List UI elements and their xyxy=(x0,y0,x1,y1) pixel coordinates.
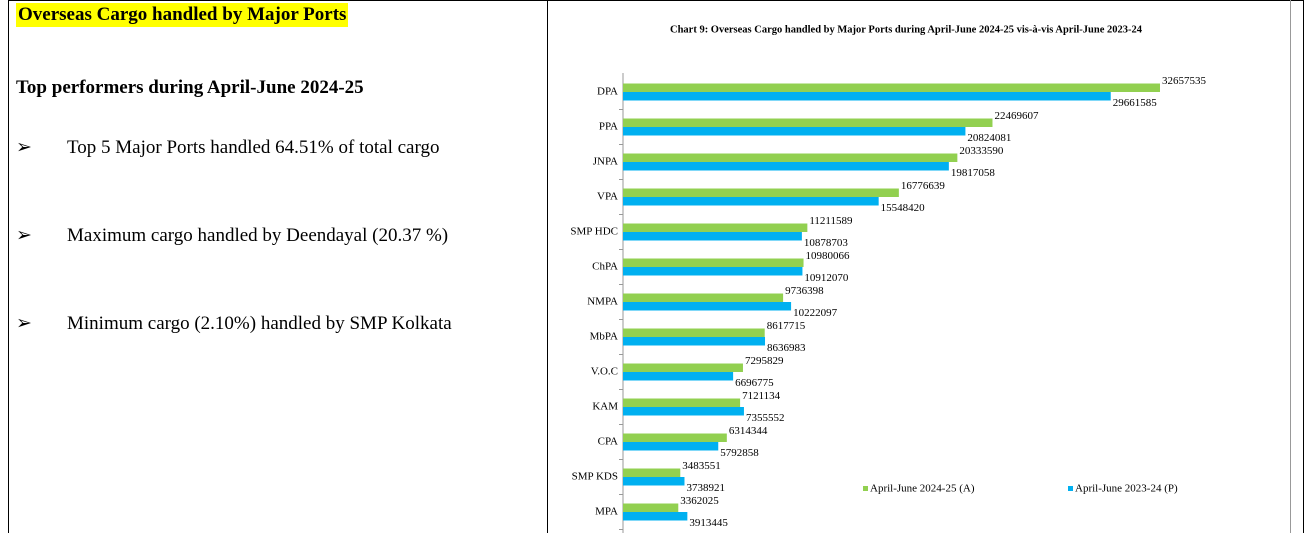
bar xyxy=(623,512,688,521)
bullet: ➢ Maximum cargo handled by Deendayal (20.… xyxy=(16,225,521,247)
value-label: 16776639 xyxy=(901,180,946,192)
value-label: 7121134 xyxy=(742,390,781,402)
bar xyxy=(623,83,1160,92)
category-label: VPA xyxy=(597,191,618,203)
value-label: 20333590 xyxy=(959,145,1004,157)
category-label: CPA xyxy=(598,436,618,448)
bar xyxy=(623,92,1111,101)
value-label: 6314344 xyxy=(729,425,768,437)
value-label: 8636983 xyxy=(767,342,806,354)
bullet-text: Maximum cargo handled by Deendayal (20.3… xyxy=(67,225,449,246)
bar xyxy=(623,267,803,276)
value-label: 6696775 xyxy=(735,377,774,389)
chart: Chart 9: Overseas Cargo handled by Major… xyxy=(570,24,1207,533)
value-label: 9736398 xyxy=(785,285,824,297)
category-label: MPA xyxy=(595,506,618,518)
section-title: Overseas Cargo handled by Major Ports xyxy=(16,3,349,27)
category-label: DPA xyxy=(597,86,618,98)
category-label: KAM xyxy=(592,401,618,413)
bar xyxy=(623,258,804,267)
bar xyxy=(623,398,741,407)
value-label: 10878703 xyxy=(804,237,849,249)
chart-title: Chart 9: Overseas Cargo handled by Major… xyxy=(670,24,1143,35)
legend-swatch xyxy=(863,486,868,491)
value-label: 11211589 xyxy=(809,215,853,227)
category-label: PPA xyxy=(599,121,618,133)
bar xyxy=(623,293,784,302)
bar xyxy=(623,433,727,442)
value-label: 19817058 xyxy=(951,167,996,179)
value-label: 32657535 xyxy=(1162,75,1207,87)
bar xyxy=(623,442,719,451)
category-label: MbPA xyxy=(590,331,618,343)
bullet-text: Minimum cargo (2.10%) handled by SMP Kol… xyxy=(67,313,452,334)
bar xyxy=(623,162,949,171)
category-label: NMPA xyxy=(587,296,618,308)
category-label: SMP KDS xyxy=(572,471,618,483)
value-label: 5792858 xyxy=(720,447,759,459)
bar xyxy=(623,468,681,477)
bar xyxy=(623,223,808,232)
value-label: 29661585 xyxy=(1113,97,1158,109)
table-border xyxy=(547,0,548,533)
category-label: SMP HDC xyxy=(570,226,618,238)
table-border xyxy=(1290,0,1291,533)
legend-label: April-June 2024-25 (A) xyxy=(870,483,975,495)
bar xyxy=(623,188,899,197)
bar xyxy=(623,477,685,486)
value-label: 20824081 xyxy=(967,132,1011,144)
value-label: 3362025 xyxy=(680,495,719,507)
bar xyxy=(623,503,679,512)
value-label: 10222097 xyxy=(793,307,838,319)
category-label: JNPA xyxy=(593,156,618,168)
value-label: 8617715 xyxy=(767,320,806,332)
bar xyxy=(623,407,744,416)
table-border xyxy=(8,0,9,533)
category-label: ChPA xyxy=(592,261,618,273)
bar xyxy=(623,232,802,241)
value-label: 7355552 xyxy=(746,412,785,424)
bar xyxy=(623,153,958,162)
value-label: 10980066 xyxy=(806,250,851,262)
value-label: 10912070 xyxy=(804,272,849,284)
bar xyxy=(623,197,879,206)
bar xyxy=(623,363,743,372)
table-border xyxy=(1303,0,1304,533)
value-label: 3738921 xyxy=(686,482,725,494)
bullet: ➢ Minimum cargo (2.10%) handled by SMP Ko… xyxy=(16,313,521,335)
value-label: 15548420 xyxy=(881,202,926,214)
bar xyxy=(623,302,792,311)
bar xyxy=(623,118,993,127)
bar xyxy=(623,127,966,136)
value-label: 3913445 xyxy=(689,517,728,529)
table-border xyxy=(8,0,1304,1)
bullet-text: Top 5 Major Ports handled 64.51% of tota… xyxy=(67,137,440,158)
legend-label: April-June 2023-24 (P) xyxy=(1075,483,1178,495)
category-label: V.O.C xyxy=(591,366,618,378)
value-label: 22469607 xyxy=(994,110,1039,122)
bar xyxy=(623,328,765,337)
legend-swatch xyxy=(1068,486,1073,491)
bar xyxy=(623,372,734,381)
bullet: ➢ Top 5 Major Ports handled 64.51% of tot… xyxy=(16,137,521,159)
value-label: 3483551 xyxy=(682,460,721,472)
bar xyxy=(623,337,766,346)
value-label: 7295829 xyxy=(745,355,784,367)
heading: Top performers during April-June 2024-25 xyxy=(16,77,364,98)
